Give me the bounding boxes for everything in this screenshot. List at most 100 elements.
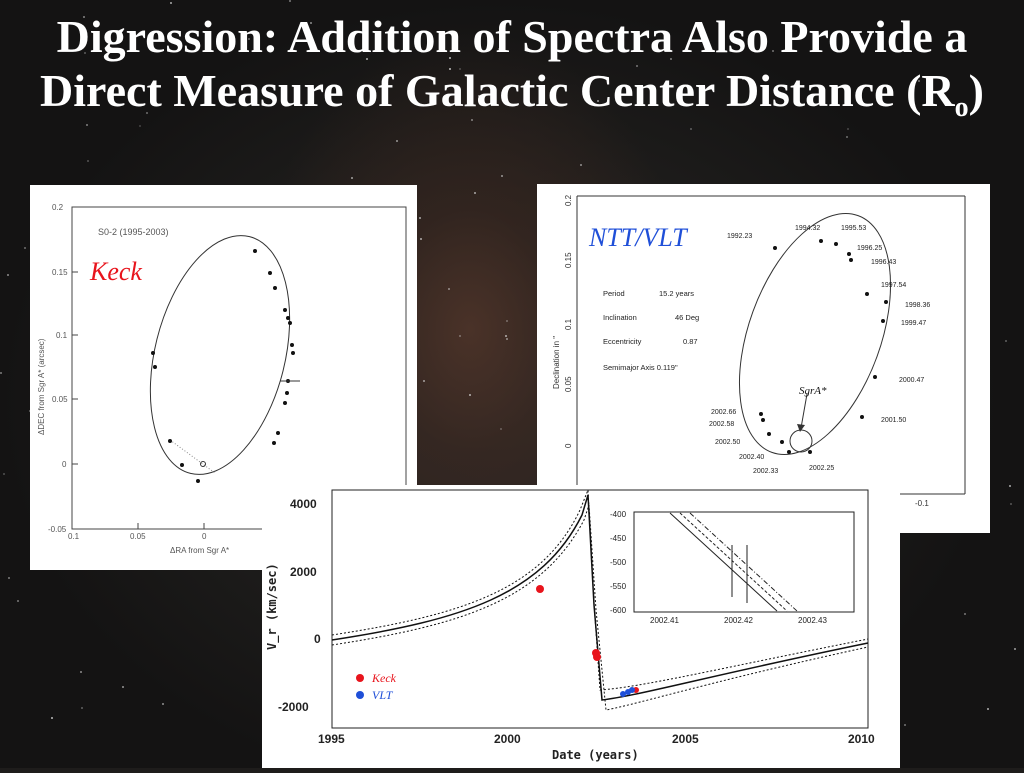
ntt-sgr-label: SgrA* [799,385,827,397]
star [506,320,508,322]
epoch-label: 2002.58 [709,421,734,428]
ntt-data-points [759,239,888,454]
epoch-label: 2000.47 [899,377,924,384]
keck-dotted-line [169,439,216,474]
star [86,124,88,126]
epoch-label: 1999.47 [901,320,926,327]
keck-ticks [71,206,205,530]
ntt-y-tick: 0.1 [564,318,573,330]
legend-vlt-label: VLT [372,688,394,702]
star [3,473,5,475]
star [772,50,774,52]
keck-y-tick-labels: 0.2 0.15 0.1 0.05 0 -0.05 [48,203,68,534]
legend-keck-label: Keck [371,671,397,685]
star [17,600,19,602]
star [170,2,172,4]
title-main: Digression: Addition of Spectra Also Pro… [40,11,968,116]
keck-plot-frame [71,206,407,530]
keck-x-tick: 0.05 [130,532,146,541]
legend-vlt-marker [356,691,364,699]
star [7,274,9,276]
star [636,65,638,67]
param-name: Semimajor Axis 0.119" [603,363,678,372]
star [84,52,86,54]
star [505,335,507,337]
star [904,724,906,726]
velocity-plot: 4000 2000 0 -2000 1995 2000 2005 2010 Da… [265,489,875,762]
star [87,160,89,162]
keck-x-tick: 0.1 [68,532,80,541]
star [162,703,164,705]
star [459,335,461,337]
star [419,217,421,219]
velocity-x-tick: 2000 [494,732,521,746]
star [597,100,599,102]
velocity-keck-points [536,585,639,693]
epoch-label: 1996.25 [857,245,882,252]
keck-orbit-plot: 0.2 0.15 0.1 0.05 0 -0.05 0.1 0.05 0 S0-… [37,203,407,555]
ntt-ylabel: Declination in " [552,336,561,389]
star [1005,340,1007,342]
epoch-label: 2002.25 [809,465,834,472]
star [987,708,989,710]
star [846,136,848,138]
ntt-y-tick: 0.2 [564,194,573,206]
star [469,394,471,396]
param-name: Period [603,289,625,298]
inset-curves [669,512,798,612]
star [289,0,291,2]
keck-y-tick: 0 [62,460,67,469]
star [1009,485,1011,487]
star [690,128,692,130]
epoch-label: 2001.50 [881,417,906,424]
velocity-x-tick: 2005 [672,732,699,746]
velocity-y-tick: 4000 [290,497,317,511]
ntt-y-tick: 0.05 [564,376,573,392]
star [742,78,744,80]
keck-sgr-marker [200,461,206,467]
star [83,16,85,18]
inset-x-tick-labels: 2002.41 2002.42 2002.43 [650,616,827,625]
param-value: 46 Deg [675,313,699,322]
inset-y-tick: -500 [610,558,627,567]
star [448,288,450,290]
ntt-orbit-ellipse [738,212,892,456]
star [459,68,461,70]
epoch-label: 1995.53 [841,225,866,232]
star [146,112,148,114]
star [396,140,398,142]
star [964,613,966,615]
epoch-label: 2002.33 [753,468,778,475]
star [248,38,250,40]
inset-y-tick: -400 [610,510,627,519]
ntt-params: Period 15.2 years Inclination 46 Deg Ecc… [603,289,699,372]
star [310,22,312,24]
inset-x-tick: 2002.42 [724,616,753,625]
param-value: 0.87 [683,337,698,346]
star [449,57,451,59]
velocity-xlabel: Date (years) [552,748,639,762]
epoch-label: 2002.40 [739,454,764,461]
velocity-lower-bound [331,504,869,711]
inset-y-tick: -450 [610,534,627,543]
velocity-y-tick: -2000 [278,700,309,714]
keck-y-tick: 0.05 [52,395,68,404]
param-name: Eccentricity [603,337,642,346]
star [918,80,920,82]
epoch-label: 1994.32 [795,225,820,232]
star [423,380,425,382]
star [420,238,422,240]
velocity-x-tick: 1995 [318,732,345,746]
keck-y-tick: -0.05 [48,525,67,534]
star [8,577,10,579]
star [351,177,353,179]
epoch-label: 2002.66 [711,409,736,416]
keck-ylabel: ΔDEC from Sgr A* (arcsec) [37,338,46,435]
epoch-label: 1992.23 [727,233,752,240]
velocity-x-tick-labels: 1995 2000 2005 2010 [318,732,875,746]
inset-y-tick: -600 [610,606,627,615]
keck-y-tick: 0.1 [56,331,68,340]
epoch-label: 1998.36 [905,302,930,309]
star [250,93,252,95]
keck-y-tick: 0.2 [52,203,64,212]
